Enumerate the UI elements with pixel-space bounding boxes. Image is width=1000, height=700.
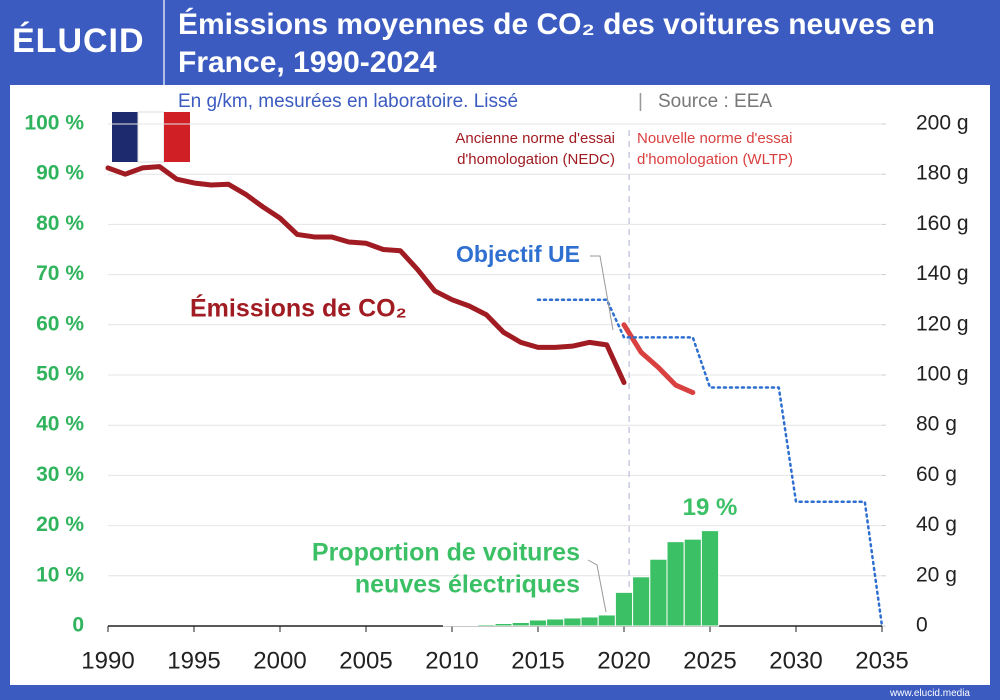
line [621, 322, 696, 396]
y-tick-label: 60 % [36, 312, 84, 335]
logo: ÉLUCID [12, 22, 145, 60]
chart: En g/km, mesurées en laboratoire. Lissé … [10, 85, 990, 685]
bar [632, 576, 651, 627]
x-tick-label: 2025 [683, 647, 736, 674]
source: Source : EEA [658, 91, 772, 112]
x-tick-label: 1995 [167, 647, 220, 674]
bar [580, 616, 599, 627]
y-tick-label: 80 % [36, 212, 84, 235]
y2-tick-label: 60 g [916, 463, 957, 486]
y-tick-label: 90 % [36, 162, 84, 185]
bar [442, 624, 462, 627]
y2-tick-label: 140 g [916, 262, 969, 285]
y-tick-label: 0 [72, 614, 84, 637]
bar [700, 530, 720, 627]
line [536, 298, 884, 628]
annotation-electric: Proportion de voitures [312, 539, 580, 567]
plot-background [10, 85, 990, 685]
bar [666, 541, 685, 627]
y2-tick-label: 100 g [916, 363, 969, 386]
y-tick-label: 70 % [36, 262, 84, 285]
y2-tick-label: 200 g [916, 112, 969, 135]
bar [528, 619, 548, 627]
annotation-electric: neuves électriques [355, 571, 580, 599]
leader [590, 255, 614, 331]
line [105, 164, 627, 386]
bar [511, 621, 530, 627]
flag [112, 111, 190, 163]
y2-tick-label: 80 g [916, 413, 957, 436]
separator [163, 0, 165, 85]
y-tick-label: 10 % [36, 563, 84, 586]
y-tick-label: 20 % [36, 513, 84, 536]
y2-tick-label: 120 g [916, 312, 969, 335]
x-tick-label: 2020 [597, 647, 650, 674]
annotation-wltp: d'homologation (WLTP) [637, 151, 793, 168]
y-tick-label: 50 % [36, 363, 84, 386]
bar [494, 622, 513, 627]
x-tick-label: 2005 [339, 647, 392, 674]
x-tick-label: 1990 [81, 647, 134, 674]
x-tick-label: 2035 [855, 647, 908, 674]
bar [614, 591, 634, 627]
y2-tick-label: 40 g [916, 513, 957, 536]
annotation-nedc: d'homologation (NEDC) [457, 151, 615, 168]
subtitle: En g/km, mesurées en laboratoire. Lissé [178, 91, 518, 112]
annotation-wltp: Nouvelle norme d'essai [637, 130, 792, 147]
value-label: 19 % [683, 494, 738, 521]
x-tick-label: 2000 [253, 647, 306, 674]
y2-tick-label: 160 g [916, 212, 969, 235]
x-tick-label: 2030 [769, 647, 822, 674]
annotation-emissions: Émissions de CO₂ [190, 294, 407, 323]
x-tick-label: 2015 [511, 647, 564, 674]
separator-bar: | [638, 91, 643, 112]
chart-title: Émissions moyennes de CO₂ des voitures n… [178, 8, 935, 79]
y2-tick-label: 180 g [916, 162, 969, 185]
annotation-nedc: Ancienne norme d'essai [455, 130, 615, 147]
leader [587, 559, 607, 613]
y-tick-label: 40 % [36, 413, 84, 436]
footer: www.elucid.media [889, 688, 970, 699]
bar [683, 538, 702, 627]
bar [649, 558, 668, 627]
annotation-objective: Objectif UE [456, 241, 580, 267]
bar [563, 617, 582, 627]
y-tick-label: 30 % [36, 463, 84, 486]
bar [460, 624, 479, 627]
bar [546, 618, 565, 627]
y2-tick-label: 20 g [916, 563, 957, 586]
y2-tick-label: 0 [916, 614, 928, 637]
y-tick-label: 100 % [24, 112, 84, 135]
x-tick-label: 2010 [425, 647, 478, 674]
bar [597, 614, 616, 627]
bar [477, 623, 496, 627]
